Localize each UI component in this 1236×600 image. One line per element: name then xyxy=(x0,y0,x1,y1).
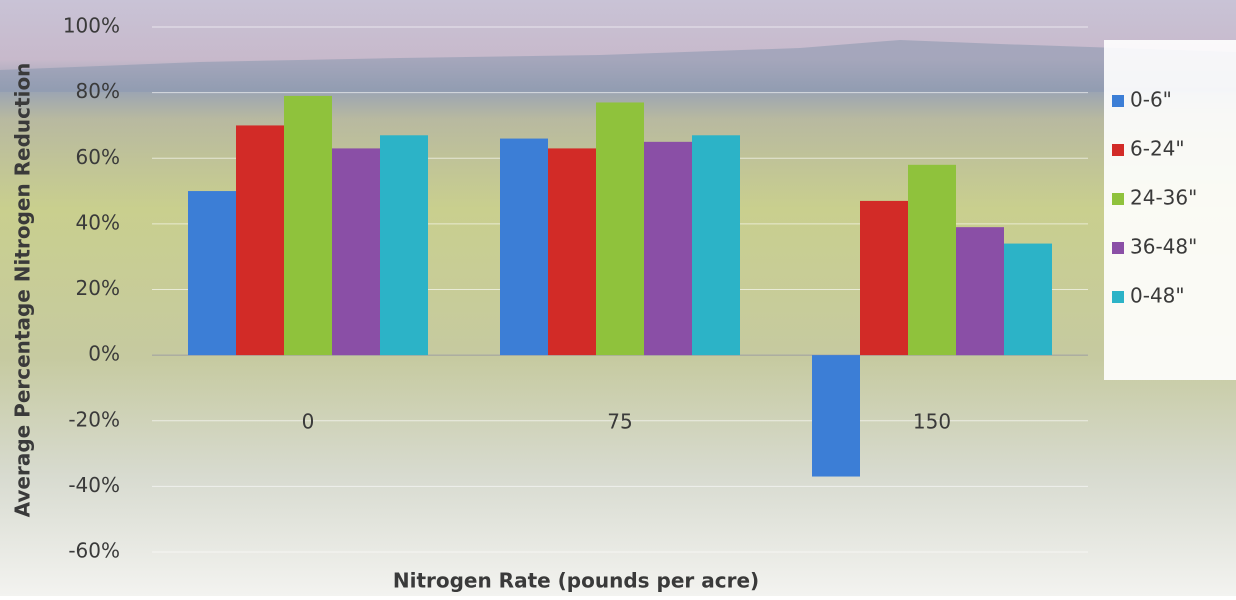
legend-box xyxy=(1104,40,1236,380)
bar xyxy=(860,200,908,356)
bar xyxy=(236,125,284,356)
x-tick-label: 150 xyxy=(913,410,951,434)
legend-label: 36-48" xyxy=(1130,235,1197,259)
legend-swatch xyxy=(1112,95,1124,107)
bar xyxy=(500,138,548,356)
y-tick-label: -40% xyxy=(68,473,120,497)
bar xyxy=(956,227,1004,356)
legend-swatch xyxy=(1112,291,1124,303)
y-tick-label: 80% xyxy=(76,79,120,103)
bar xyxy=(380,135,428,356)
bar xyxy=(1004,243,1052,356)
bar xyxy=(908,164,956,356)
y-axis-title: Average Percentage Nitrogen Reduction xyxy=(11,63,35,518)
legend-label: 0-48" xyxy=(1130,284,1185,308)
y-tick-label: 0% xyxy=(88,342,120,366)
bar xyxy=(188,191,236,356)
legend-label: 6-24" xyxy=(1130,137,1185,161)
bar xyxy=(596,102,644,356)
y-tick-label: 100% xyxy=(63,14,120,38)
bar xyxy=(692,135,740,356)
bar xyxy=(812,355,860,477)
legend-label: 24-36" xyxy=(1130,186,1197,210)
bar xyxy=(548,148,596,356)
y-tick-label: -20% xyxy=(68,407,120,431)
x-tick-label: 75 xyxy=(607,410,632,434)
y-tick-label: 20% xyxy=(76,276,120,300)
bar xyxy=(284,95,332,356)
y-tick-label: 60% xyxy=(76,145,120,169)
y-tick-label: -60% xyxy=(68,539,120,563)
y-tick-label: 40% xyxy=(76,210,120,234)
mountains xyxy=(0,40,1236,92)
legend-label: 0-6" xyxy=(1130,88,1172,112)
legend-swatch xyxy=(1112,193,1124,205)
bar xyxy=(644,141,692,356)
bar xyxy=(332,148,380,356)
x-tick-label: 0 xyxy=(302,410,315,434)
x-axis-title: Nitrogen Rate (pounds per acre) xyxy=(393,569,759,593)
legend-swatch xyxy=(1112,242,1124,254)
legend-swatch xyxy=(1112,144,1124,156)
